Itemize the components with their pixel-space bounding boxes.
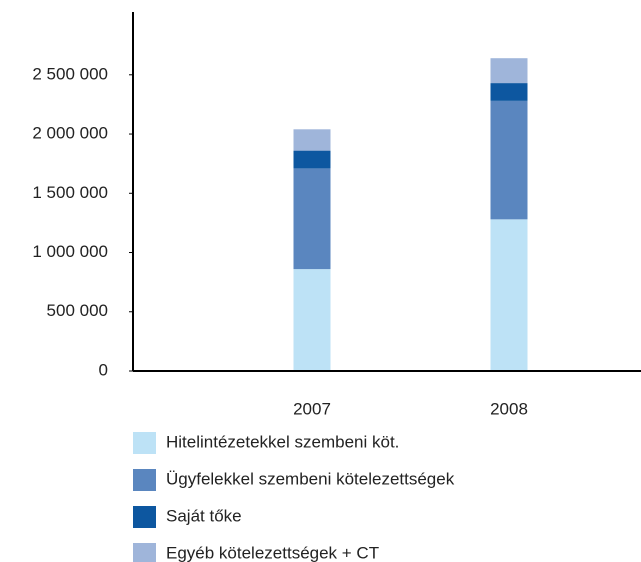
legend-label: Egyéb kötelezettségek + CT [166, 543, 379, 562]
y-tick-label: 1 000 000 [32, 242, 108, 261]
x-tick-label: 2007 [293, 399, 331, 418]
bar-segment [490, 83, 528, 101]
legend-swatch [133, 543, 156, 562]
legend-swatch [133, 432, 156, 454]
legend-swatch [133, 506, 156, 528]
bar-segment [293, 269, 331, 371]
y-tick-label: 0 [99, 360, 108, 379]
y-tick-label: 2 500 000 [32, 64, 108, 83]
x-tick-label: 2008 [490, 399, 528, 418]
bar-segment [490, 58, 528, 84]
legend-label: Ügyfelekkel szembeni kötelezettségek [166, 469, 455, 488]
bar-segment [293, 129, 331, 151]
bar-segment [490, 100, 528, 220]
y-tick-label: 1 500 000 [32, 183, 108, 202]
legend-label: Hitelintézetekkel szembeni köt. [166, 432, 399, 451]
bar-segment [293, 150, 331, 169]
legend-swatch [133, 469, 156, 491]
legend-label: Saját tőke [166, 506, 242, 525]
y-tick-label: 500 000 [47, 301, 108, 320]
bar-segment [490, 219, 528, 371]
y-tick-label: 2 000 000 [32, 124, 108, 143]
bar-segment [293, 168, 331, 270]
